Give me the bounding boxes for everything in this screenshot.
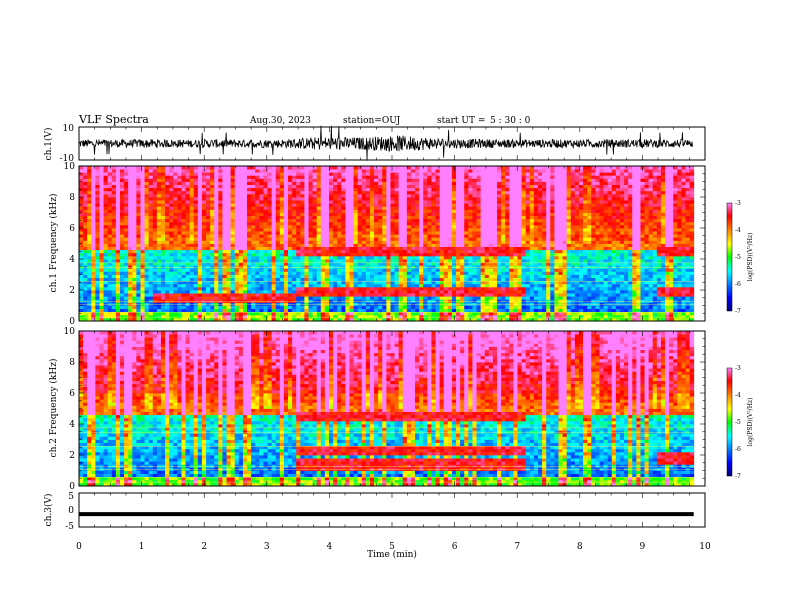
ch1-spectrogram-panel: 0 2 4 6 8 10 ch.1 Frequency (kHz) -3 -4 -5 -6… [48,162,754,327]
x-tick-label: 3 [264,542,270,552]
x-tick-label: 7 [514,542,520,552]
date-label: Aug.30, 2023 [249,116,311,126]
x-tick-label: 0 [76,542,82,552]
y-tick-label: 6 [69,224,75,234]
ch2-cbar-tick-neg7: -7 [735,473,741,480]
ch2-cbar-tick-neg6: -6 [735,446,741,453]
x-tick-label: 10 [699,542,711,552]
y-tick-label: 2 [69,286,75,296]
x-tick-label: 6 [452,542,458,552]
x-tick-label: 5 [389,542,395,552]
x-tick-label: 4 [327,542,333,552]
ch2-freq-ticks: 0 2 4 6 8 10 [64,327,705,492]
ch2-colorbar-label: log(PSD)(V²/Hz) [747,398,754,447]
ch1-waveform-panel: 10 -10 ch.1(V) [43,124,706,164]
station-label: station=OUJ [343,116,401,126]
ch1-ytick-top: 10 [63,124,75,134]
time-axis: 0 1 2 3 4 5 6 7 8 9 10 [76,127,711,552]
ch2-cbar-tick-neg5: -5 [735,419,741,426]
x-tick-label: 1 [139,542,145,552]
y-tick-label: 2 [69,451,75,461]
ch1-ytick-bottom: -10 [60,154,75,164]
figure-title: VLF Spectra [78,113,149,126]
y-tick-label: 0 [69,317,75,327]
start-ut-label: start UT = [437,116,485,126]
x-tick-label: 2 [201,542,207,552]
ch3-waveform-panel: 5 0 -5 ch.3(V) [43,492,706,532]
start-time-value: 5 : 30 : 0 [490,116,531,126]
y-tick-label: 4 [69,420,75,430]
ch1-colorbar-label: log(PSD)(V²/Hz) [747,233,754,282]
y-tick-label: 4 [69,255,75,265]
ch3-ytick-top: 5 [68,492,74,502]
ch3-waveform-frame [78,492,706,528]
ch1-cbar-tick-neg7: -7 [735,308,741,315]
y-tick-label: 10 [64,327,76,337]
ch2-colorbar [726,367,733,477]
ch1-cbar-tick-neg3: -3 [735,200,741,207]
ch1-waveform-line [78,125,693,161]
ch2-cbar-tick-neg3: -3 [735,365,741,372]
ch2-spectrogram-image [79,331,705,486]
ch3-waveform-ylabel: ch.3(V) [43,494,54,527]
ch1-waveform-ylabel: ch.1(V) [43,128,54,161]
ch2-spectrogram-panel: 0 2 4 6 8 10 ch.2 Frequency (kHz) -3 -4 -5 -6… [48,327,754,492]
y-tick-label: 10 [64,162,76,172]
ch1-spectrogram-image [79,166,705,321]
y-tick-label: 6 [69,389,75,399]
ch3-ytick-bottom: -5 [65,522,74,532]
ch3-ytick-mid: 0 [68,506,74,516]
ch1-colorbar [726,202,733,312]
y-tick-label: 8 [69,358,75,368]
ch2-spectrogram-ylabel: ch.2 Frequency (kHz) [48,359,59,458]
ch1-freq-ticks: 0 2 4 6 8 10 [64,162,705,327]
time-axis-label: Time (min) [367,549,417,560]
ch1-cbar-tick-neg4: -4 [735,227,741,234]
x-tick-label: 8 [577,542,583,552]
y-tick-label: 0 [69,482,75,492]
x-tick-label: 9 [640,542,646,552]
ch1-spectrogram-ylabel: ch.1 Frequency (kHz) [48,194,59,293]
ch1-cbar-tick-neg5: -5 [735,254,741,261]
y-tick-label: 8 [69,193,75,203]
ch2-cbar-tick-neg4: -4 [735,392,741,399]
ch1-cbar-tick-neg6: -6 [735,281,741,288]
